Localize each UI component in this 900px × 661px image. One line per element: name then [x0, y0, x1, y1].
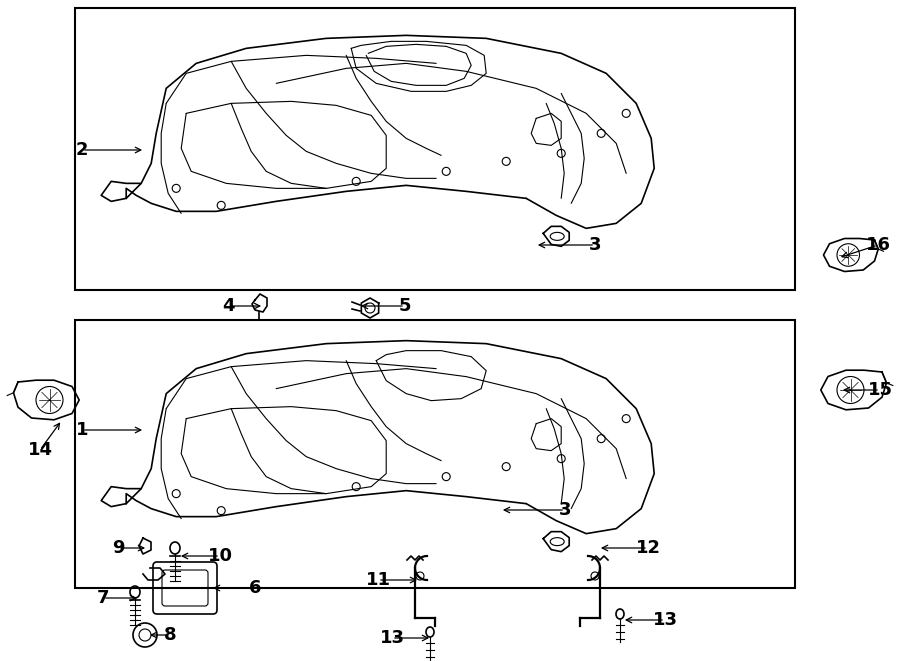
Text: 9: 9	[112, 539, 124, 557]
Text: 13: 13	[652, 611, 678, 629]
Text: 10: 10	[208, 547, 232, 565]
Text: 7: 7	[97, 589, 109, 607]
Text: 3: 3	[559, 501, 572, 519]
Bar	[75, 8, 795, 290]
Text: 2: 2	[76, 141, 88, 159]
Text: 4: 4	[221, 297, 234, 315]
Text: 5: 5	[399, 297, 411, 315]
Text: 11: 11	[365, 571, 391, 589]
Text: 6: 6	[248, 579, 261, 597]
Text: 12: 12	[635, 539, 661, 557]
Text: 1: 1	[76, 421, 88, 439]
Text: 14: 14	[28, 441, 52, 459]
Text: 16: 16	[866, 236, 890, 254]
Text: 3: 3	[589, 236, 601, 254]
Text: 8: 8	[164, 626, 176, 644]
Bar	[75, 320, 795, 588]
Text: 15: 15	[868, 381, 893, 399]
Text: 13: 13	[380, 629, 404, 647]
